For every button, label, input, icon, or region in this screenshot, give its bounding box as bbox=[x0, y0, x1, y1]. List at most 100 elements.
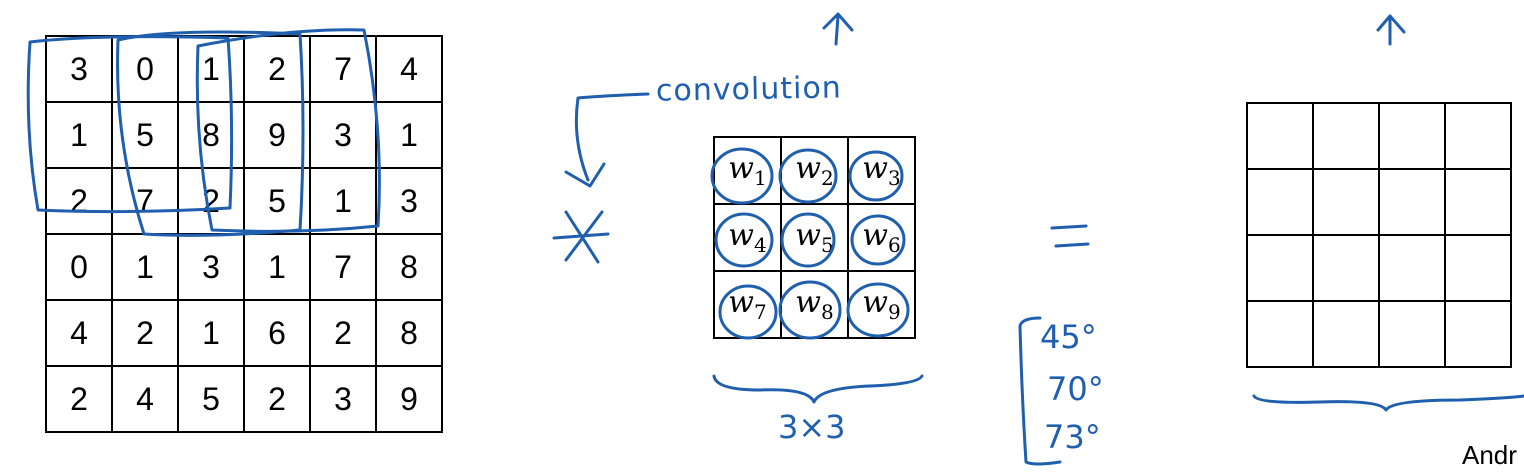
filter-weight-cell: w2 bbox=[780, 136, 849, 205]
output-cell bbox=[1312, 300, 1380, 368]
filter-weight-cell: w4 bbox=[713, 203, 782, 272]
filter-matrix: w1 w2 w3 w4 w5 w6 w7 w8 w9 bbox=[713, 136, 916, 339]
input-cell: 5 bbox=[111, 101, 179, 169]
input-cell: 9 bbox=[375, 365, 443, 433]
weight-index: 6 bbox=[887, 233, 901, 257]
output-cell bbox=[1378, 234, 1446, 302]
output-cell bbox=[1378, 168, 1446, 236]
input-cell: 7 bbox=[111, 167, 179, 235]
output-brace bbox=[1252, 394, 1524, 412]
angle-label-70: 70° bbox=[1047, 370, 1104, 408]
output-cell bbox=[1444, 168, 1512, 236]
input-cell: 0 bbox=[45, 233, 113, 301]
input-cell: 2 bbox=[45, 365, 113, 433]
input-cell: 0 bbox=[111, 35, 179, 103]
weight-index: 3 bbox=[887, 166, 901, 190]
output-cell bbox=[1312, 234, 1380, 302]
input-cell: 3 bbox=[45, 35, 113, 103]
input-cell: 1 bbox=[375, 101, 443, 169]
angle-label-73: 73° bbox=[1044, 418, 1101, 456]
output-cell bbox=[1444, 234, 1512, 302]
filter-weight-cell: w8 bbox=[780, 270, 849, 339]
convolution-arrowhead bbox=[564, 162, 606, 188]
weight-symbol: w bbox=[795, 151, 821, 186]
convolution-operator-icon bbox=[552, 210, 610, 264]
output-cell bbox=[1444, 102, 1512, 170]
weight-symbol: w bbox=[795, 285, 821, 320]
up-arrow-icon-1 bbox=[822, 12, 854, 46]
input-cell: 5 bbox=[243, 167, 311, 235]
output-row bbox=[1246, 102, 1512, 170]
output-cell bbox=[1378, 300, 1446, 368]
input-cell: 2 bbox=[177, 167, 245, 235]
input-cell: 4 bbox=[375, 35, 443, 103]
output-cell bbox=[1246, 300, 1314, 368]
weight-symbol: w bbox=[795, 218, 821, 253]
filter-brace bbox=[712, 374, 924, 404]
input-cell: 8 bbox=[375, 233, 443, 301]
input-cell: 1 bbox=[177, 35, 245, 103]
input-cell: 2 bbox=[111, 299, 179, 367]
filter-row: w4 w5 w6 bbox=[713, 203, 916, 272]
up-arrow-icon-2 bbox=[1376, 14, 1406, 46]
equals-icon bbox=[1050, 224, 1090, 248]
filter-weight-cell: w6 bbox=[847, 203, 916, 272]
input-cell: 7 bbox=[309, 35, 377, 103]
weight-symbol: w bbox=[862, 151, 888, 186]
weight-symbol: w bbox=[862, 218, 888, 253]
input-cell: 3 bbox=[309, 365, 377, 433]
convolution-arrow bbox=[574, 92, 650, 182]
output-row bbox=[1246, 168, 1512, 236]
input-cell: 4 bbox=[111, 365, 179, 433]
filter-row: w1 w2 w3 bbox=[713, 136, 916, 205]
input-cell: 1 bbox=[309, 167, 377, 235]
input-cell: 3 bbox=[309, 101, 377, 169]
weight-symbol: w bbox=[728, 285, 754, 320]
input-cell: 8 bbox=[177, 101, 245, 169]
input-cell: 5 bbox=[177, 365, 245, 433]
filter-size-label: 3×3 bbox=[778, 408, 846, 446]
weight-index: 7 bbox=[753, 300, 767, 324]
output-cell bbox=[1246, 234, 1314, 302]
filter-row: w7 w8 w9 bbox=[713, 270, 916, 339]
output-cell bbox=[1312, 168, 1380, 236]
weight-symbol: w bbox=[862, 285, 888, 320]
output-cell bbox=[1444, 300, 1512, 368]
output-row bbox=[1246, 300, 1512, 368]
filter-weight-cell: w7 bbox=[713, 270, 782, 339]
input-cell: 2 bbox=[243, 365, 311, 433]
output-row bbox=[1246, 234, 1512, 302]
input-cell: 7 bbox=[309, 233, 377, 301]
weight-symbol: w bbox=[728, 151, 754, 186]
input-cell: 9 bbox=[243, 101, 311, 169]
angle-label-45: 45° bbox=[1040, 318, 1097, 356]
input-cell: 1 bbox=[111, 233, 179, 301]
weight-index: 4 bbox=[753, 233, 767, 257]
input-cell: 2 bbox=[309, 299, 377, 367]
filter-weight-cell: w5 bbox=[780, 203, 849, 272]
weight-symbol: w bbox=[728, 218, 754, 253]
input-cell: 3 bbox=[177, 233, 245, 301]
output-cell bbox=[1246, 168, 1314, 236]
input-cell: 1 bbox=[177, 299, 245, 367]
input-cell: 1 bbox=[45, 101, 113, 169]
filter-weight-cell: w9 bbox=[847, 270, 916, 339]
output-cell bbox=[1312, 102, 1380, 170]
weight-index: 1 bbox=[753, 166, 767, 190]
filter-weight-cell: w3 bbox=[847, 136, 916, 205]
convolution-label: convolution bbox=[655, 70, 843, 109]
weight-index: 5 bbox=[820, 233, 834, 257]
output-matrix bbox=[1246, 102, 1512, 368]
weight-index: 2 bbox=[820, 166, 834, 190]
input-cell: 6 bbox=[243, 299, 311, 367]
input-cell: 2 bbox=[45, 167, 113, 235]
weight-index: 8 bbox=[820, 300, 834, 324]
input-cell: 3 bbox=[375, 167, 443, 235]
